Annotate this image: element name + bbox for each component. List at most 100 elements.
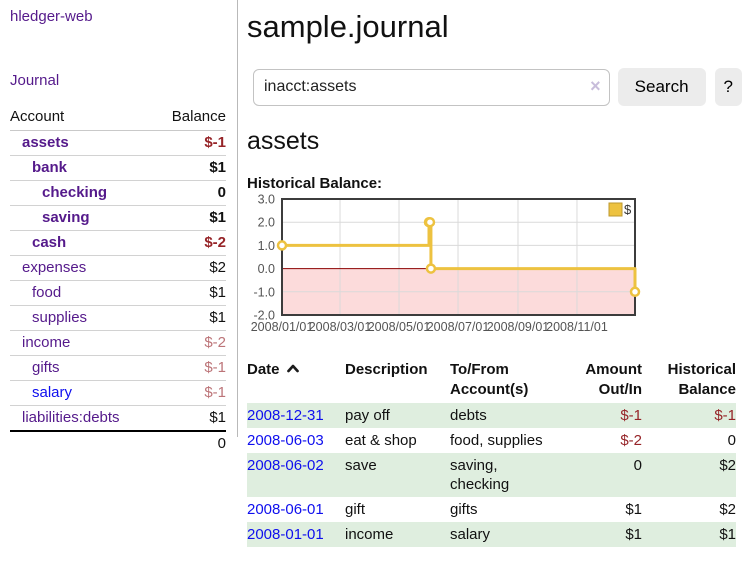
svg-text:-1.0: -1.0 <box>253 285 275 299</box>
account-balance: $-2 <box>204 334 226 351</box>
transaction-amount: $1 <box>625 526 642 543</box>
account-balance: $2 <box>209 259 226 276</box>
account-link-saving[interactable]: saving <box>42 209 90 226</box>
account-row: saving $1 <box>10 206 226 231</box>
transaction-description: gift <box>345 501 366 518</box>
transaction-balance: $2 <box>719 457 736 474</box>
transaction-row: 2008-12-31 pay off debts $-1 $-1 <box>247 403 736 428</box>
transaction-description: pay off <box>345 407 390 424</box>
accounts-column-header: Account <box>10 108 65 125</box>
svg-text:2.0: 2.0 <box>258 216 275 230</box>
transaction-balance: $-1 <box>714 407 736 424</box>
transaction-amount: $-1 <box>620 407 642 424</box>
svg-text:-2.0: -2.0 <box>253 309 275 323</box>
account-link-supplies[interactable]: supplies <box>32 309 88 326</box>
transaction-accounts: saving, checking <box>450 457 510 493</box>
svg-text:2008/09/01: 2008/09/01 <box>487 320 550 334</box>
transaction-balance: $2 <box>719 501 736 518</box>
transaction-date-link[interactable]: 2008-06-01 <box>247 501 324 518</box>
transaction-row: 2008-06-02 save saving, checking 0 $2 <box>247 453 736 497</box>
account-row: food $1 <box>10 281 226 306</box>
account-balance: $1 <box>209 209 226 226</box>
account-row: checking 0 <box>10 181 226 206</box>
chart-canvas: 3.0 2.0 1.0 0.0 -1.0 -2.02008/01/012008/03/01… <box>251 193 641 334</box>
transaction-balance: 0 <box>727 432 736 449</box>
sort-ascending-icon <box>286 364 299 373</box>
account-link-salary[interactable]: salary <box>32 384 73 401</box>
svg-text:0.0: 0.0 <box>258 262 275 276</box>
transaction-accounts: gifts <box>450 501 478 518</box>
accounts-total-value: 0 <box>217 435 226 452</box>
account-link-income[interactable]: income <box>22 334 71 351</box>
transaction-date-link[interactable]: 2008-12-31 <box>247 407 324 424</box>
description-column-header: Description <box>345 361 428 378</box>
page-title: sample.journal <box>247 9 449 44</box>
svg-text:2008/01/01: 2008/01/01 <box>251 320 314 334</box>
account-row: cash $-2 <box>10 231 226 256</box>
register-table: Date Description To/From Account(s) Amoun… <box>247 358 736 547</box>
account-row: liabilities:debts $1 <box>10 406 226 431</box>
svg-text:2008/05/01: 2008/05/01 <box>368 320 431 334</box>
account-link-expenses[interactable]: expenses <box>22 259 87 276</box>
account-link-bank[interactable]: bank <box>32 159 68 176</box>
help-button[interactable]: ? <box>714 68 742 106</box>
transaction-date-link[interactable]: 2008-06-02 <box>247 457 324 474</box>
account-link-checking[interactable]: checking <box>42 184 108 201</box>
account-link-food[interactable]: food <box>32 284 62 301</box>
account-balance: $1 <box>209 284 226 301</box>
transaction-description: income <box>345 526 394 543</box>
transaction-accounts: food, supplies <box>450 432 543 449</box>
account-balance: $-1 <box>204 359 226 376</box>
svg-text:2008/03/01: 2008/03/01 <box>309 320 372 334</box>
account-row: salary $-1 <box>10 381 226 406</box>
account-link-gifts[interactable]: gifts <box>32 359 60 376</box>
search-form: × Search ? <box>247 68 742 106</box>
transaction-description: eat & shop <box>345 432 417 449</box>
account-balance: $1 <box>209 309 226 326</box>
tofrom-column-header: To/From Account(s) <box>450 361 529 398</box>
transaction-amount: $-2 <box>620 432 642 449</box>
transaction-amount: 0 <box>633 457 642 474</box>
svg-text:3.0: 3.0 <box>258 193 275 207</box>
account-link-cash[interactable]: cash <box>32 234 67 251</box>
search-input[interactable] <box>253 68 610 106</box>
sidebar-item-journal[interactable]: Journal <box>10 72 60 89</box>
transaction-date-link[interactable]: 2008-01-01 <box>247 526 324 543</box>
account-row: supplies $1 <box>10 306 226 331</box>
svg-text:$: $ <box>624 202 632 217</box>
accounts-total-row: 0 <box>10 431 226 456</box>
transaction-description: save <box>345 457 377 474</box>
date-column-header: Date <box>247 361 280 378</box>
account-row: gifts $-1 <box>10 356 226 381</box>
account-link-liabilities-debts[interactable]: liabilities:debts <box>22 409 120 426</box>
account-balance: $-1 <box>204 384 226 401</box>
account-row: assets $-1 <box>10 131 226 156</box>
account-row: expenses $2 <box>10 256 226 281</box>
transaction-row: 2008-06-03 eat & shop food, supplies $-2… <box>247 428 736 453</box>
balance-column-header: Balance <box>171 108 226 125</box>
account-balance: $-2 <box>204 234 226 251</box>
account-heading: assets <box>247 127 320 155</box>
accounts-balance-table: Account Balance assets $-1 bank $1 check… <box>10 105 226 456</box>
main-content: sample.journal × Search ? assets Histori… <box>247 0 742 547</box>
account-balance: $-1 <box>204 134 226 151</box>
transaction-date-link[interactable]: 2008-06-03 <box>247 432 324 449</box>
account-link-assets[interactable]: assets <box>22 134 69 151</box>
svg-text:2008/07/01: 2008/07/01 <box>427 320 490 334</box>
clear-search-icon[interactable]: × <box>590 75 601 96</box>
svg-text:1.0: 1.0 <box>258 239 275 253</box>
app-brand-link[interactable]: hledger-web <box>10 8 93 25</box>
accounts-header-row: Account Balance <box>10 105 226 131</box>
account-balance: $1 <box>209 409 226 426</box>
account-row: income $-2 <box>10 331 226 356</box>
chart-title: Historical Balance: <box>247 175 383 192</box>
search-button[interactable]: Search <box>617 68 706 106</box>
account-balance: $1 <box>209 159 226 176</box>
sort-by-date-link[interactable]: Date <box>247 361 300 378</box>
transaction-accounts: salary <box>450 526 491 543</box>
account-balance: 0 <box>217 184 226 201</box>
sidebar: hledger-web Journal Account Balance asse… <box>0 0 238 452</box>
balance-column-header: Historical Balance <box>667 361 736 398</box>
transaction-amount: $1 <box>625 501 642 518</box>
transaction-row: 2008-01-01 income salary $1 $1 <box>247 522 736 547</box>
